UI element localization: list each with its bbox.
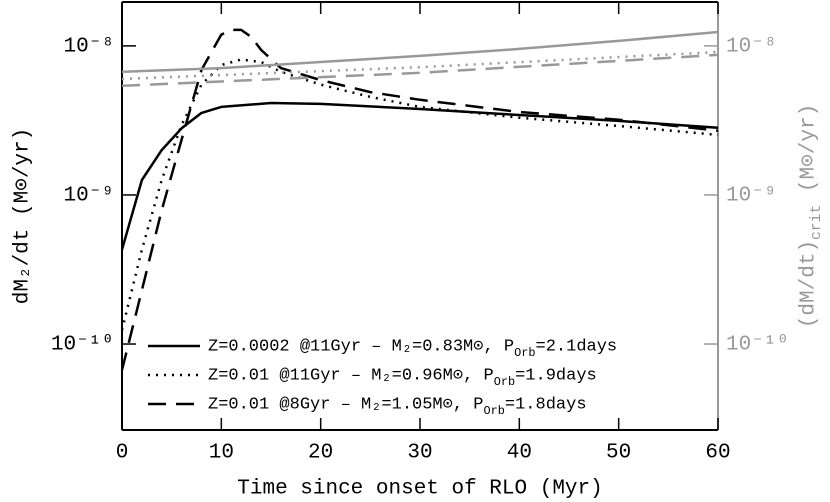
legend-label: Z=0.01 @8Gyr – M₂=1.05M⊙, POrb=1.8days <box>208 395 587 418</box>
series-line <box>121 53 719 88</box>
x-tick-label: 30 <box>407 442 432 465</box>
legend-label: Z=0.01 @11Gyr – M₂=0.96M⊙, POrb=1.9days <box>208 366 597 389</box>
x-tick-label: 50 <box>606 442 631 465</box>
legend-label: Z=0.0002 @11Gyr – M₂=0.83M⊙, POrb=2.1day… <box>208 337 617 360</box>
series-line <box>120 28 719 371</box>
x-axis-label: Time since onset of RLO (Myr) <box>237 478 602 501</box>
x-tick-label: 0 <box>116 442 129 465</box>
y-tick-label: 10⁻¹⁰ <box>51 334 114 357</box>
y-tick-label: 10⁻⁸ <box>64 35 114 58</box>
y-axis-label: dM₂/dt (M⊙/yr) <box>12 128 35 304</box>
y2-tick-label: 10⁻⁸ <box>726 35 776 58</box>
x-tick-label: 60 <box>705 442 730 465</box>
x-tick-label: 10 <box>209 442 234 465</box>
y2-axis-label: (dM/dt)crit (M⊙/yr) <box>798 104 825 328</box>
y2-tick-label: 10⁻¹⁰ <box>726 334 789 357</box>
series-line <box>121 30 719 74</box>
y-tick-label: 10⁻⁹ <box>64 185 114 208</box>
series-line <box>120 101 719 250</box>
y2-tick-label: 10⁻⁹ <box>726 185 776 208</box>
x-tick-label: 20 <box>308 442 333 465</box>
x-tick-label: 40 <box>507 442 532 465</box>
series-line <box>121 50 719 81</box>
